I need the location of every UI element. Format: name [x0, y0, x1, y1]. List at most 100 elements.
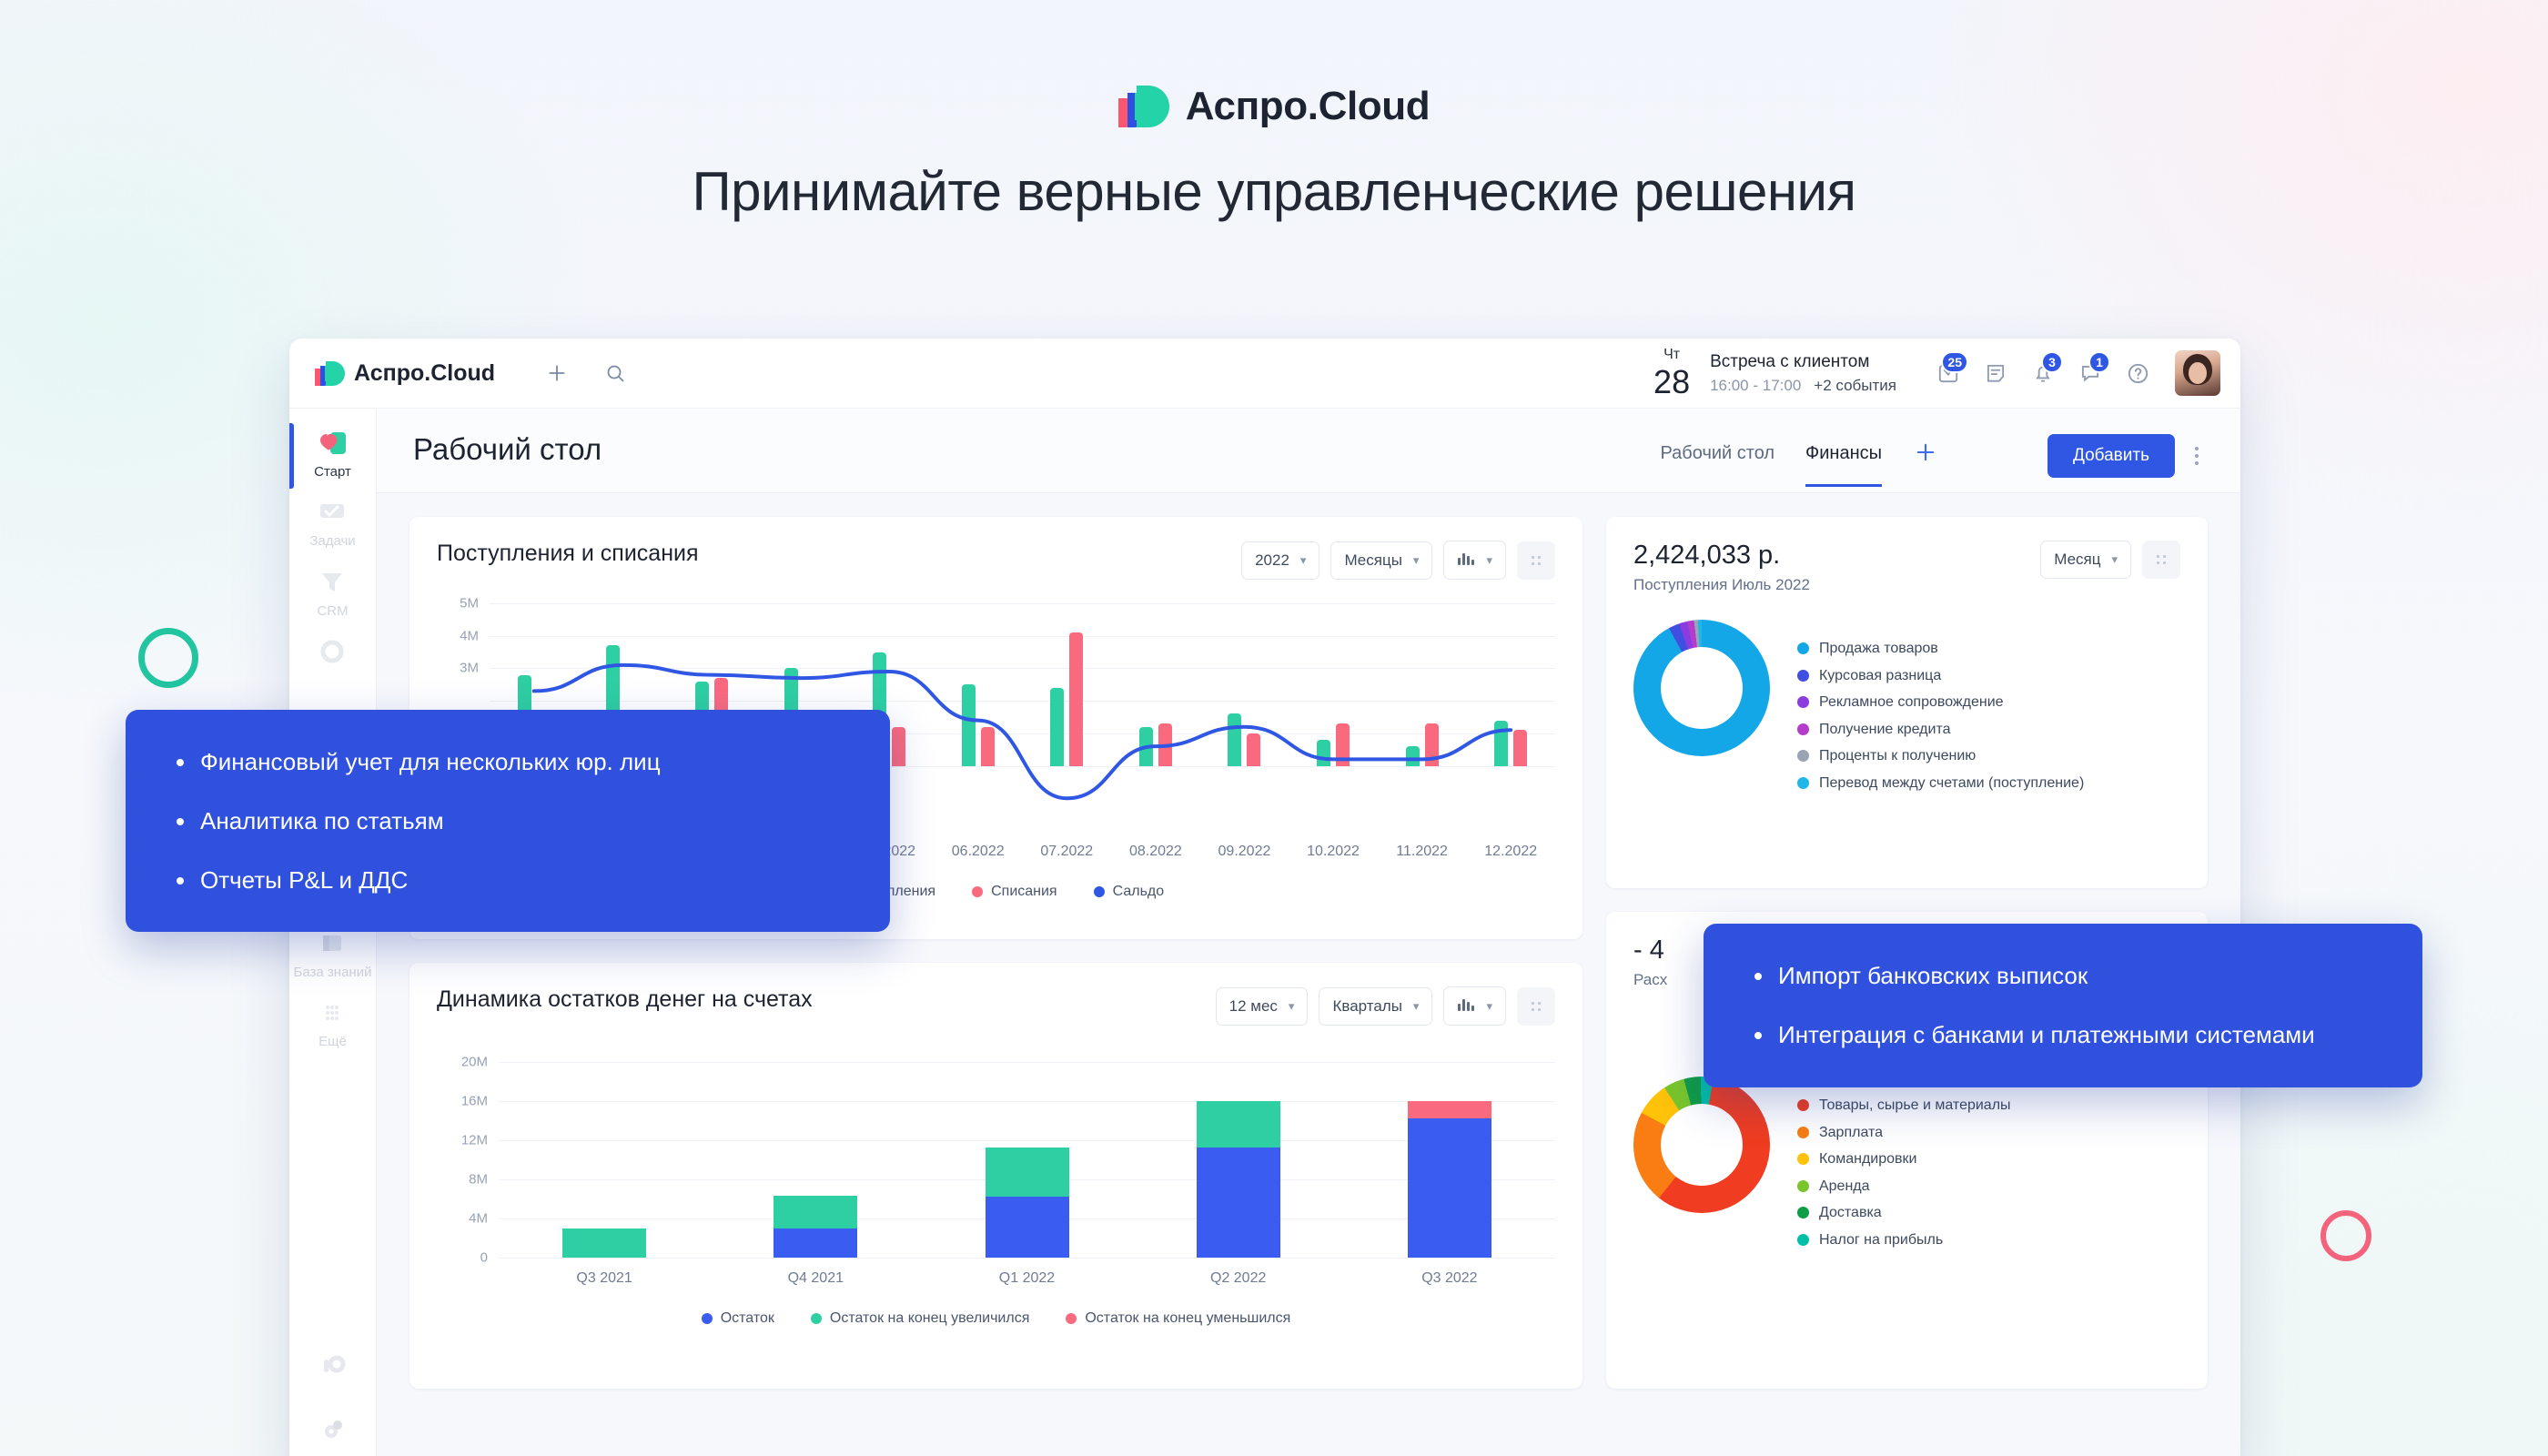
legend-item[interactable]: Товары, сырье и материалы — [1796, 1097, 2011, 1115]
income-subtitle: Поступления Июль 2022 — [1633, 576, 1810, 593]
legend-dot — [1796, 1207, 1809, 1219]
avatar[interactable] — [2175, 350, 2220, 396]
legend-label: Аренда — [1818, 1178, 1870, 1194]
card-title: Динамика остатков денег на счетах — [437, 986, 813, 1012]
legend-item[interactable]: Курсовая разница — [1796, 667, 2084, 685]
legend-item[interactable]: Аренда — [1796, 1178, 2011, 1196]
period-select[interactable]: Кварталы ▾ — [1319, 986, 1433, 1026]
sidebar-item-more[interactable]: Ещё — [289, 991, 377, 1060]
chevron-down-icon: ▾ — [1299, 552, 1307, 567]
chart-bar — [1050, 687, 1065, 766]
brand-name: Аспро.Cloud — [1185, 84, 1431, 128]
upcoming-event[interactable]: Встреча с клиентом 16:00 - 17:00 +2 собы… — [1710, 352, 1896, 395]
legend-item[interactable]: Рекламное сопровождение — [1796, 693, 2084, 712]
legend-dot — [1093, 886, 1105, 897]
legend-item[interactable]: Проценты к получению — [1796, 747, 2084, 765]
legend-item[interactable]: Остаток на конец увеличился — [810, 1310, 1029, 1327]
legend-item[interactable]: Доставка — [1796, 1204, 2011, 1222]
gridline — [499, 1062, 1555, 1063]
add-tab-button[interactable] — [1913, 440, 1938, 490]
period-select[interactable]: Месяцы ▾ — [1330, 541, 1433, 580]
legend-item[interactable]: Получение кредита — [1796, 721, 2084, 739]
sidebar-item-start[interactable]: Старт — [289, 421, 377, 490]
support-icon[interactable] — [319, 1352, 347, 1384]
notes-icon[interactable] — [1975, 352, 2017, 394]
start-icon — [318, 430, 349, 458]
legend-item[interactable]: Остаток на конец уменьшился — [1066, 1310, 1290, 1327]
period-select[interactable]: Месяц ▾ — [2040, 541, 2131, 579]
legend-label: Сальдо — [1112, 884, 1165, 899]
calendar-icon[interactable]: 25 — [1927, 351, 1969, 394]
legend-item[interactable]: Остаток — [701, 1310, 774, 1327]
legend-label: Проценты к получению — [1818, 748, 1977, 764]
add-button[interactable]: Добавить — [2048, 434, 2175, 478]
app-topbar: Аспро.Cloud Чт 28 Встреча с клиентом 16:… — [289, 339, 2240, 408]
gridline — [490, 603, 1555, 604]
chat-icon[interactable]: 1 — [2069, 351, 2111, 394]
chart-bar — [1069, 632, 1084, 766]
sidebar-item-crm[interactable]: CRM — [289, 561, 377, 630]
hero-headline: Принимайте верные управленческие решения — [692, 161, 1856, 222]
settings-gear-icon[interactable] — [319, 1415, 347, 1447]
help-icon[interactable] — [2117, 352, 2159, 394]
drag-grip-icon[interactable] — [1516, 986, 1555, 1026]
legend-dot — [1796, 669, 1809, 682]
y-axis-tick: 20M — [460, 1054, 488, 1070]
sidebar-item-tasks[interactable]: Задачи — [289, 490, 377, 560]
chart-bar — [1513, 730, 1528, 766]
legend-item[interactable]: Зарплата — [1796, 1124, 2011, 1142]
legend-item[interactable]: Продажа товаров — [1796, 640, 2084, 658]
chevron-down-icon: ▾ — [1288, 998, 1295, 1013]
callout-item: Интеграция с банками и платежными систем… — [1751, 1019, 2375, 1051]
content-header: Рабочий стол Рабочий стол Финансы Добави… — [377, 409, 2240, 493]
drag-grip-icon[interactable] — [1516, 541, 1555, 580]
create-new-button[interactable] — [537, 353, 577, 393]
x-axis-tick: 11.2022 — [1396, 844, 1448, 859]
kebab-menu-icon[interactable] — [2189, 445, 2204, 467]
legend-item[interactable]: Списания — [972, 884, 1057, 900]
chart-bar — [985, 1147, 1069, 1198]
tab-dashboard[interactable]: Рабочий стол — [1660, 443, 1775, 463]
income-total-amount: 2,424,033 р. — [1633, 541, 1781, 570]
callout-item: Отчеты P&L и ДДС — [173, 864, 843, 896]
calendar-weekday: Чт — [1663, 347, 1681, 362]
gridline — [490, 765, 1555, 767]
chart-bar — [1407, 1101, 1491, 1119]
drag-grip-icon[interactable] — [2142, 541, 2180, 579]
bell-icon[interactable]: 3 — [2022, 351, 2064, 394]
sidebar-item-knowledge-base[interactable]: База знаний — [289, 922, 377, 991]
callout-bank-features: Импорт банковских выписок Интеграция с ба… — [1704, 924, 2422, 1087]
gridline — [499, 1101, 1555, 1102]
saldo-line — [531, 662, 1513, 801]
chart-bar — [1407, 1118, 1491, 1258]
search-icon[interactable] — [595, 353, 635, 393]
period-select-value: Кварталы — [1332, 996, 1402, 1015]
decorative-circle-pink — [2320, 1210, 2371, 1261]
sidebar-item-finance[interactable] — [289, 630, 377, 683]
expense-donut-legend: Товары, сырье и материалы Зарплата Команди… — [1796, 1077, 2011, 1249]
chart-type-select[interactable]: ▾ — [1443, 541, 1506, 580]
legend-item[interactable]: Сальдо — [1093, 884, 1165, 900]
legend-label: Рекламное сопровождение — [1818, 694, 2004, 711]
income-donut-chart — [1633, 620, 1770, 756]
gridline — [499, 1258, 1555, 1259]
legend-item[interactable]: Командировки — [1796, 1150, 2011, 1168]
chart-type-select[interactable]: ▾ — [1443, 986, 1506, 1026]
knowledge-base-icon — [318, 931, 349, 958]
y-axis-tick: 3M — [460, 660, 479, 676]
chat-badge: 1 — [2088, 351, 2110, 373]
legend-item[interactable]: Перевод между счетами (поступление) — [1796, 774, 2084, 793]
legend-dot — [1796, 750, 1809, 763]
range-select[interactable]: 12 мес ▾ — [1215, 986, 1309, 1026]
x-axis-tick: 07.2022 — [1040, 844, 1094, 859]
card-title: Поступления и списания — [437, 541, 699, 566]
x-axis-tick: 09.2022 — [1218, 844, 1271, 859]
bell-badge: 3 — [2041, 351, 2063, 373]
app-logo[interactable]: Аспро.Cloud — [315, 360, 495, 387]
card-income-breakdown: 2,424,033 р. Поступления Июль 2022 Месяц… — [1605, 517, 2208, 888]
year-select[interactable]: 2022 ▾ — [1241, 541, 1320, 580]
chevron-down-icon: ▾ — [1412, 998, 1420, 1013]
x-axis-tick: Q4 2021 — [787, 1270, 844, 1286]
tab-finance[interactable]: Финансы — [1805, 443, 1883, 487]
legend-item[interactable]: Налог на прибыль — [1796, 1231, 2011, 1249]
